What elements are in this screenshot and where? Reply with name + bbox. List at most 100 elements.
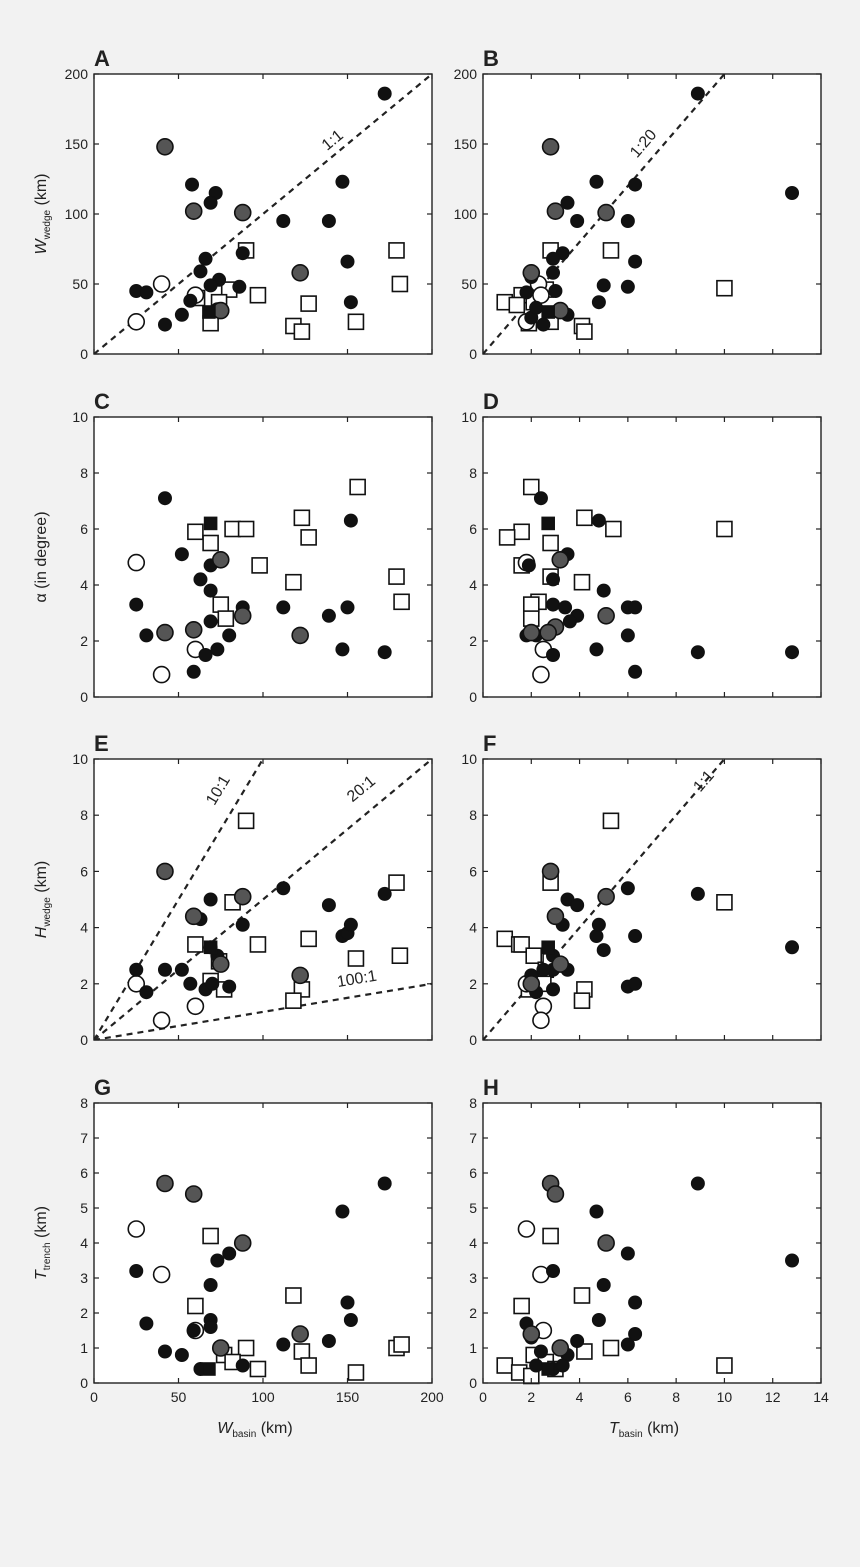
black-circle-point (620, 881, 635, 896)
open-square-point (347, 950, 365, 967)
x-axis-label: Tbasin (km) (609, 1420, 679, 1440)
gray-circle-point (551, 955, 570, 973)
black-circle-point (139, 985, 154, 1000)
black-circle-point (276, 881, 291, 896)
black-circle-point (785, 186, 800, 200)
open-square-point (522, 596, 540, 613)
black-circle-point (174, 547, 189, 562)
open-square-point (391, 947, 409, 965)
filled-square-point (202, 1362, 216, 1376)
gray-circle-point (291, 263, 309, 282)
x-tick-label: 0 (90, 1389, 98, 1405)
y-tick-label: 2 (469, 633, 477, 649)
black-circle-point (536, 962, 551, 977)
y-tick-label: 5 (469, 1200, 477, 1216)
black-circle-point (335, 174, 350, 189)
y-axis-label: Hwedge (km) (33, 861, 53, 938)
black-circle-point (546, 648, 561, 662)
x-tick-label: 8 (672, 1389, 680, 1405)
panel-letter: E (94, 731, 109, 756)
gray-circle-point (233, 1234, 252, 1252)
black-circle-point (596, 583, 611, 598)
open-circle-point (127, 553, 146, 572)
open-square-point (237, 1339, 255, 1357)
black-circle-point (186, 664, 201, 679)
open-square-point (576, 509, 593, 527)
open-square-point (285, 573, 302, 591)
black-circle-point (222, 1246, 237, 1261)
reference-line-2 (94, 982, 432, 1040)
gray-circle-point (551, 550, 570, 569)
x-tick-label: 200 (420, 1389, 444, 1405)
y-tick-label: 4 (469, 920, 477, 936)
open-square-point (602, 812, 620, 830)
black-circle-point (628, 254, 643, 269)
filled-square-point (203, 516, 218, 531)
black-circle-point (536, 317, 551, 332)
open-square-point (602, 1339, 620, 1357)
gray-circle-point (522, 974, 541, 993)
black-circle-point (546, 1264, 561, 1278)
gray-circle-point (291, 966, 309, 985)
reference-line-1 (94, 759, 432, 1040)
y-tick-label: 0 (469, 346, 477, 362)
y-tick-label: 10 (461, 409, 477, 425)
y-tick-label: 0 (469, 689, 477, 705)
reference-line-0 (483, 74, 726, 354)
open-square-point (576, 1343, 593, 1360)
y-tick-label: 8 (469, 1095, 477, 1111)
filled-square-point (541, 516, 555, 531)
open-square-point (249, 1360, 267, 1378)
open-circle-point (532, 665, 550, 684)
panel-letter: F (483, 731, 496, 756)
open-square-point (542, 1227, 559, 1245)
open-square-point (187, 936, 204, 953)
open-square-point (251, 557, 268, 574)
gray-circle-point (156, 862, 174, 881)
panel-letter: C (94, 389, 110, 414)
y-axis-label: α (in degree) (33, 511, 50, 602)
black-circle-point (628, 1327, 643, 1341)
gray-circle-point (539, 623, 557, 642)
y-tick-label: 50 (72, 276, 88, 292)
black-circle-point (139, 1316, 154, 1331)
black-circle-point (321, 608, 336, 623)
black-circle-point (628, 1295, 643, 1310)
black-circle-point (377, 645, 392, 660)
black-circle-point (340, 254, 355, 269)
black-circle-point (193, 572, 208, 587)
black-circle-point (555, 1358, 570, 1373)
y-tick-label: 4 (80, 920, 88, 936)
black-circle-point (157, 962, 172, 977)
open-square-point (249, 286, 267, 304)
black-circle-point (628, 600, 643, 615)
black-circle-point (558, 600, 573, 615)
black-circle-point (562, 614, 577, 629)
black-circle-point (620, 1246, 635, 1261)
black-circle-point (235, 917, 250, 932)
open-square-point (716, 894, 733, 911)
gray-circle-point (211, 550, 230, 569)
panel-g: 0 1 2 3 4 5 6 7 8 0 50 100 150 200 G Ttrench (km) Wbasin… (33, 1075, 444, 1440)
gray-circle-point (597, 1234, 615, 1252)
black-circle-point (186, 1323, 201, 1338)
x-tick-label: 150 (336, 1389, 360, 1405)
panel-letter: D (483, 389, 499, 414)
open-square-point (498, 529, 516, 546)
panel-d: 0 2 4 6 8 10 D (461, 389, 822, 705)
black-circle-point (591, 295, 606, 310)
y-axis-label: Ttrench (km) (33, 1206, 53, 1280)
open-circle-point (127, 312, 146, 331)
gray-circle-point (546, 202, 565, 220)
black-circle-point (628, 664, 643, 679)
open-square-point (525, 947, 543, 965)
gray-circle-point (211, 955, 230, 973)
black-circle-point (276, 600, 291, 615)
black-circle-point (193, 264, 208, 279)
gray-circle-point (541, 862, 560, 881)
gray-circle-point (541, 138, 560, 156)
black-circle-point (343, 513, 358, 528)
gray-circle-point (546, 907, 565, 926)
open-square-point (300, 1357, 317, 1374)
